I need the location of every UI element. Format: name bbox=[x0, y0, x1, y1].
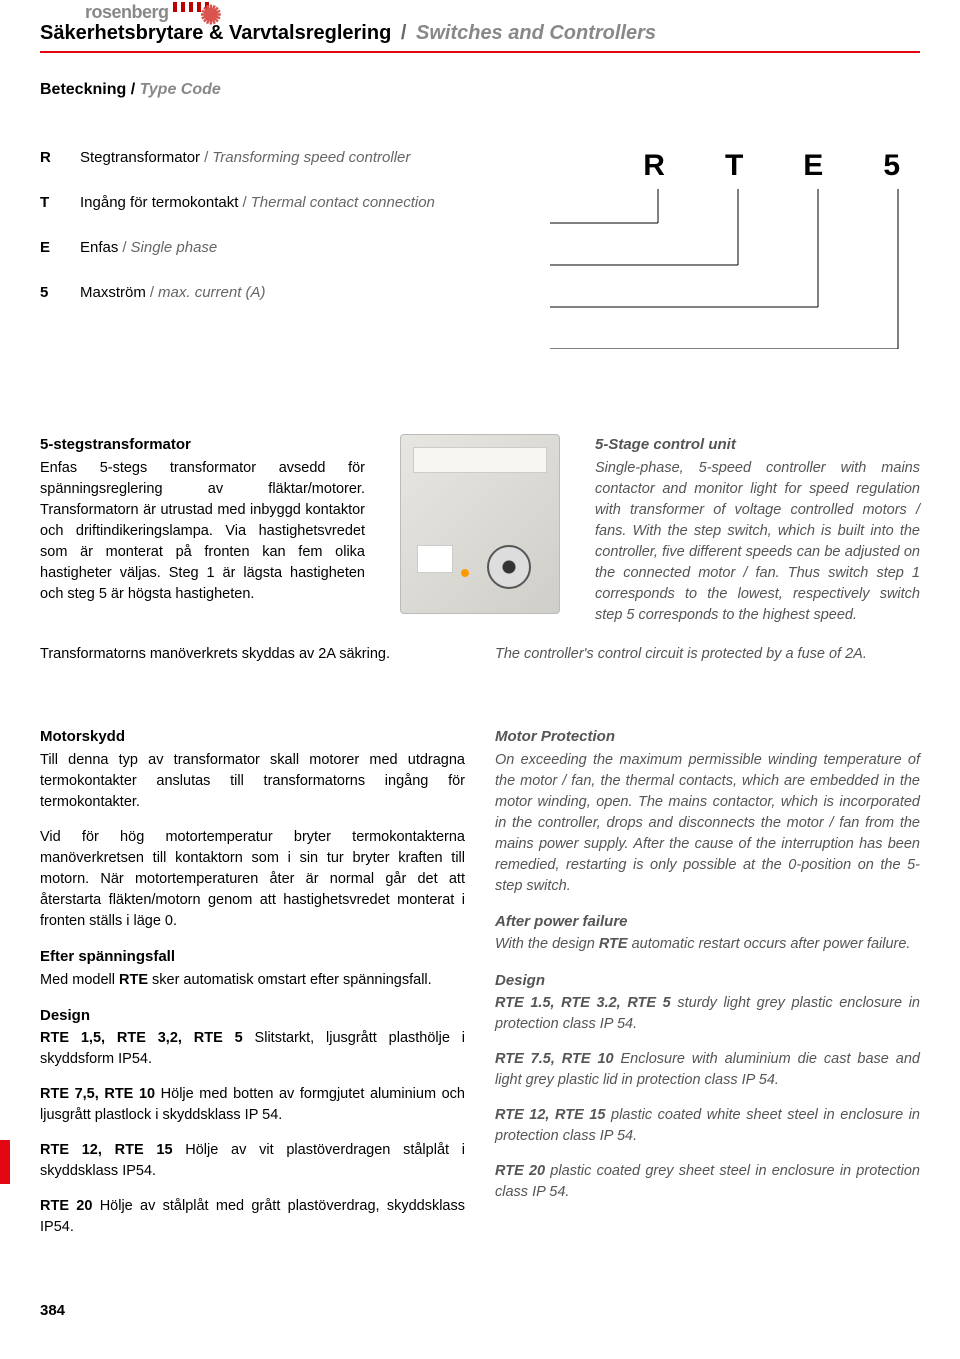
def-en: Transforming speed controller bbox=[212, 149, 410, 166]
heading-motor-protection: Motor Protection bbox=[495, 726, 920, 748]
def-row: 5 Maxström/max. current (A) bbox=[40, 284, 500, 301]
design-item: RTE 20 plastic coated grey sheet steel i… bbox=[495, 1161, 920, 1203]
heading-after-power: After power failure bbox=[495, 911, 920, 933]
desc-sv-body: Enfas 5-stegs transformator avsedd för s… bbox=[40, 458, 365, 605]
para: Med modell RTE sker automatisk omstart e… bbox=[40, 970, 465, 991]
design-item: RTE 1,5, RTE 3,2, RTE 5 Slitstarkt, ljus… bbox=[40, 1028, 465, 1070]
typecode-letter: 5 bbox=[883, 149, 900, 183]
para: Till denna typ av transformator skall mo… bbox=[40, 750, 465, 813]
def-row: E Enfas/Single phase bbox=[40, 239, 500, 256]
def-sv: Maxström bbox=[80, 284, 146, 301]
def-en: Thermal contact connection bbox=[251, 194, 435, 211]
typecode-label-en: Type Code bbox=[140, 81, 221, 98]
para: Vid för hög motortemperatur bryter termo… bbox=[40, 827, 465, 932]
desc-sv-title: 5-stegstransformator bbox=[40, 434, 365, 456]
typecode-section: R Stegtransformator/Transforming speed c… bbox=[40, 149, 920, 354]
typecode-definitions: R Stegtransformator/Transforming speed c… bbox=[40, 149, 500, 354]
heading-efter: Efter spänningsfall bbox=[40, 946, 465, 968]
description-section: 5-stegstransformator Enfas 5-stegs trans… bbox=[40, 434, 920, 626]
logo: rosenberg ✺ bbox=[85, 2, 213, 23]
design-item: RTE 12, RTE 15 plastic coated white shee… bbox=[495, 1105, 920, 1147]
heading-design-en: Design bbox=[495, 970, 920, 992]
def-sv: Stegtransformator bbox=[80, 149, 200, 166]
heading-design: Design bbox=[40, 1005, 465, 1027]
para: With the design RTE automatic restart oc… bbox=[495, 934, 920, 955]
def-row: R Stegtransformator/Transforming speed c… bbox=[40, 149, 500, 166]
bottom-right-column: Motor Protection On exceeding the maximu… bbox=[495, 712, 920, 1253]
fuse-sv: Transformatorns manöverkrets skyddas av … bbox=[40, 646, 465, 662]
bracket-diagram-svg bbox=[540, 189, 920, 349]
def-en: Single phase bbox=[131, 239, 218, 256]
typecode-letter: E bbox=[803, 149, 823, 183]
def-sv: Ingång för termokontakt bbox=[80, 194, 238, 211]
typecode-label: Beteckning / Type Code bbox=[40, 81, 920, 99]
design-item: RTE 1.5, RTE 3.2, RTE 5 sturdy light gre… bbox=[495, 993, 920, 1035]
typecode-letter: T bbox=[725, 149, 743, 183]
logo-text: rosenberg bbox=[85, 2, 169, 22]
design-item: RTE 12, RTE 15 Hölje av vit plastöverdra… bbox=[40, 1140, 465, 1182]
desc-swedish: 5-stegstransformator Enfas 5-stegs trans… bbox=[40, 434, 365, 626]
bottom-left-column: Motorskydd Till denna typ av transformat… bbox=[40, 712, 465, 1253]
design-item: RTE 7,5, RTE 10 Hölje med botten av form… bbox=[40, 1084, 465, 1126]
def-key: E bbox=[40, 239, 80, 256]
def-key: R bbox=[40, 149, 80, 166]
title-en: Switches and Controllers bbox=[416, 22, 656, 44]
desc-en-title: 5-Stage control unit bbox=[595, 434, 920, 456]
product-box-graphic bbox=[400, 434, 560, 614]
desc-en-body: Single-phase, 5-speed controller with ma… bbox=[595, 458, 920, 626]
fuse-en: The controller's control circuit is prot… bbox=[495, 646, 920, 662]
heading-motorskydd: Motorskydd bbox=[40, 726, 465, 748]
bottom-columns: Motorskydd Till denna typ av transformat… bbox=[40, 712, 920, 1253]
typecode-diagram: R T E 5 bbox=[540, 149, 920, 354]
desc-english: 5-Stage control unit Single-phase, 5-spe… bbox=[595, 434, 920, 626]
def-en: max. current (A) bbox=[158, 284, 266, 301]
def-key: 5 bbox=[40, 284, 80, 301]
indicator-light-icon bbox=[461, 569, 469, 577]
product-label-graphic bbox=[417, 545, 453, 573]
gear-icon: ✺ bbox=[200, 0, 221, 31]
def-row: T Ingång för termokontakt/Thermal contac… bbox=[40, 194, 500, 211]
design-item: RTE 7.5, RTE 10 Enclosure with aluminium… bbox=[495, 1049, 920, 1091]
page-number: 384 bbox=[40, 1302, 920, 1319]
design-item: RTE 20 Hölje av stålplåt med grått plast… bbox=[40, 1196, 465, 1238]
product-image bbox=[395, 434, 565, 626]
typecode-letter: R bbox=[643, 149, 665, 183]
typecode-label-sv: Beteckning bbox=[40, 81, 126, 98]
side-tab bbox=[0, 1140, 10, 1184]
title-sep: / bbox=[401, 22, 407, 44]
def-key: T bbox=[40, 194, 80, 211]
fuse-note: Transformatorns manöverkrets skyddas av … bbox=[40, 646, 920, 662]
def-sv: Enfas bbox=[80, 239, 118, 256]
para: On exceeding the maximum permissible win… bbox=[495, 750, 920, 897]
